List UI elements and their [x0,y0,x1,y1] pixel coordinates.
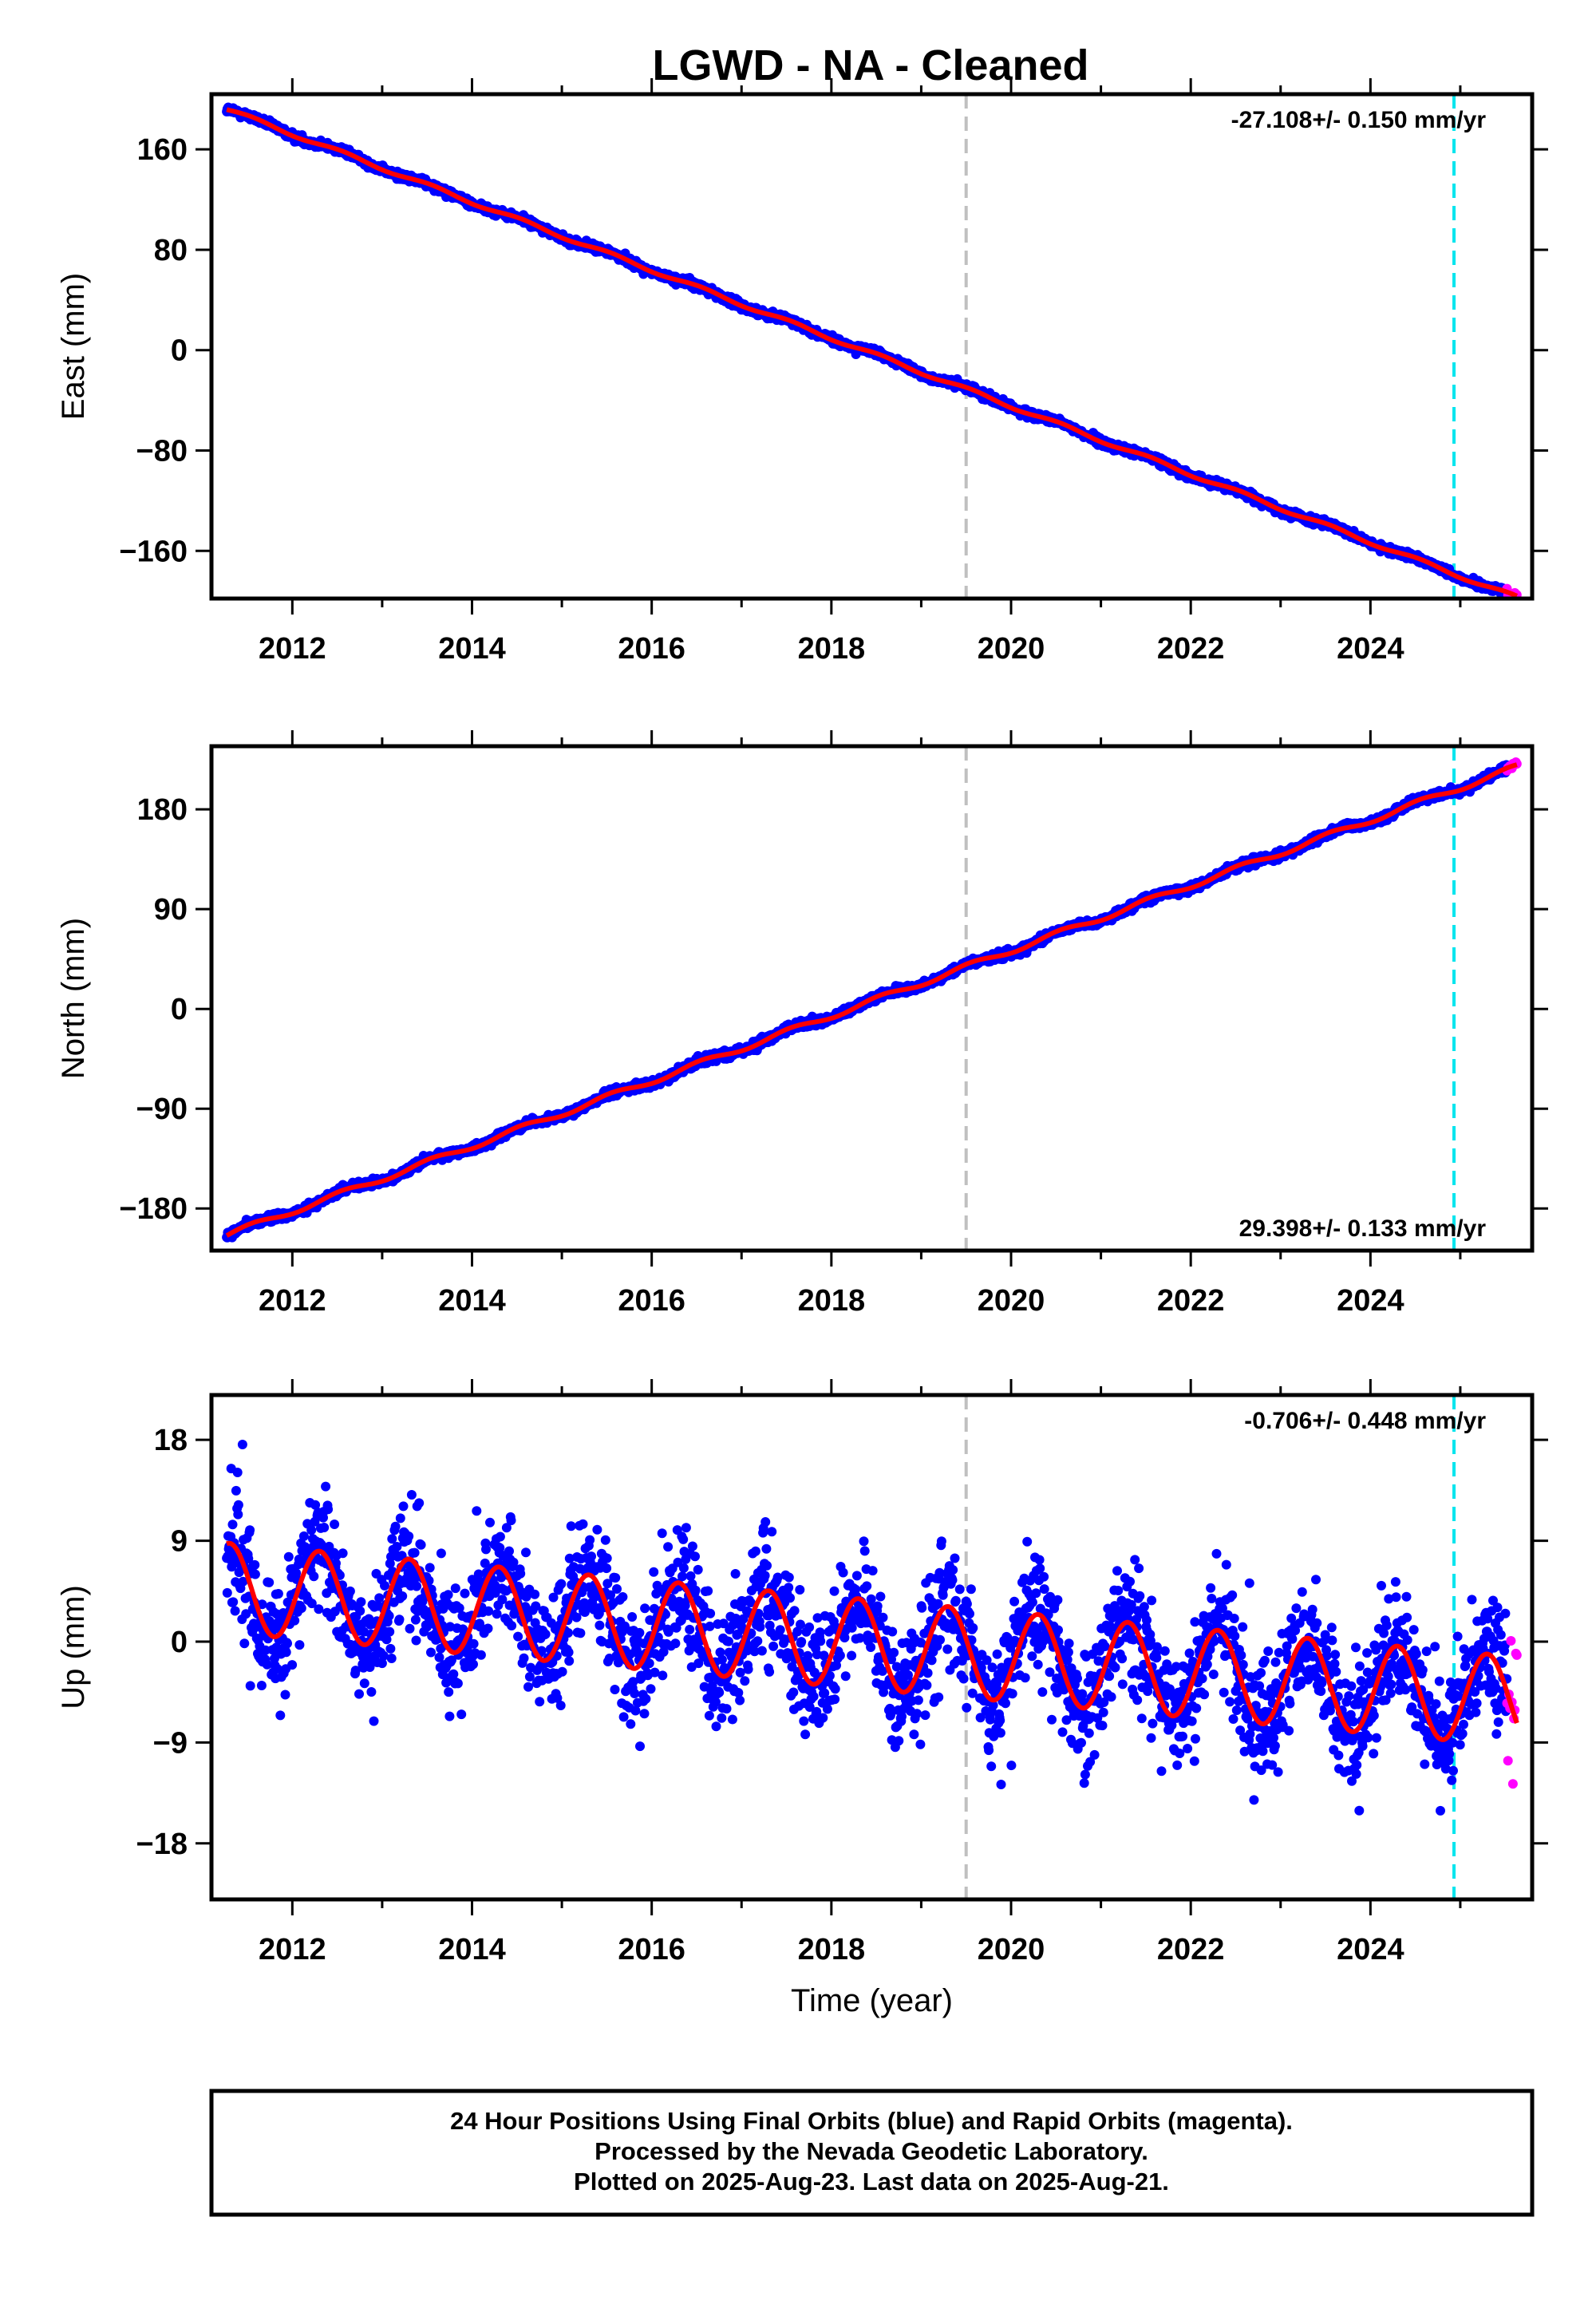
east-x-tick-label: 2016 [618,632,685,666]
east-y-tick-label: 0 [171,334,188,368]
east-y-tick-label: −160 [119,535,188,568]
east-x-tick-label: 2022 [1157,632,1225,666]
east-y-axis-label: East (mm) [56,273,91,420]
east-y-tick-label: −80 [136,434,188,468]
east-panel: 2012 2014 2016 2018 2020 2022 2024 160 80 0 −80 −16… [56,78,1548,666]
east-x-tick-label: 2018 [798,632,866,666]
east-x-tick-label: 2014 [438,632,506,666]
east-y-tick-label: 80 [154,234,188,267]
north-panel: 2012 2014 2016 2018 2020 2022 2024180900−90−18… [56,730,1548,1318]
east-x-tick-label: 2020 [978,632,1045,666]
east-rate-annotation: -27.108+/- 0.150 mm/yr [1231,107,1487,133]
east-y-tick-label: 160 [137,133,188,167]
east-model-fit-line [226,107,1519,599]
figure-title: LGWD - NA - Cleaned [653,41,1089,89]
east-data-layer [222,94,1522,599]
east-plot-frame [209,92,1535,601]
north-data-layer [222,746,1522,1251]
east-x-tick-label: 2012 [259,632,326,666]
east-x-tick-label: 2024 [1337,632,1404,666]
